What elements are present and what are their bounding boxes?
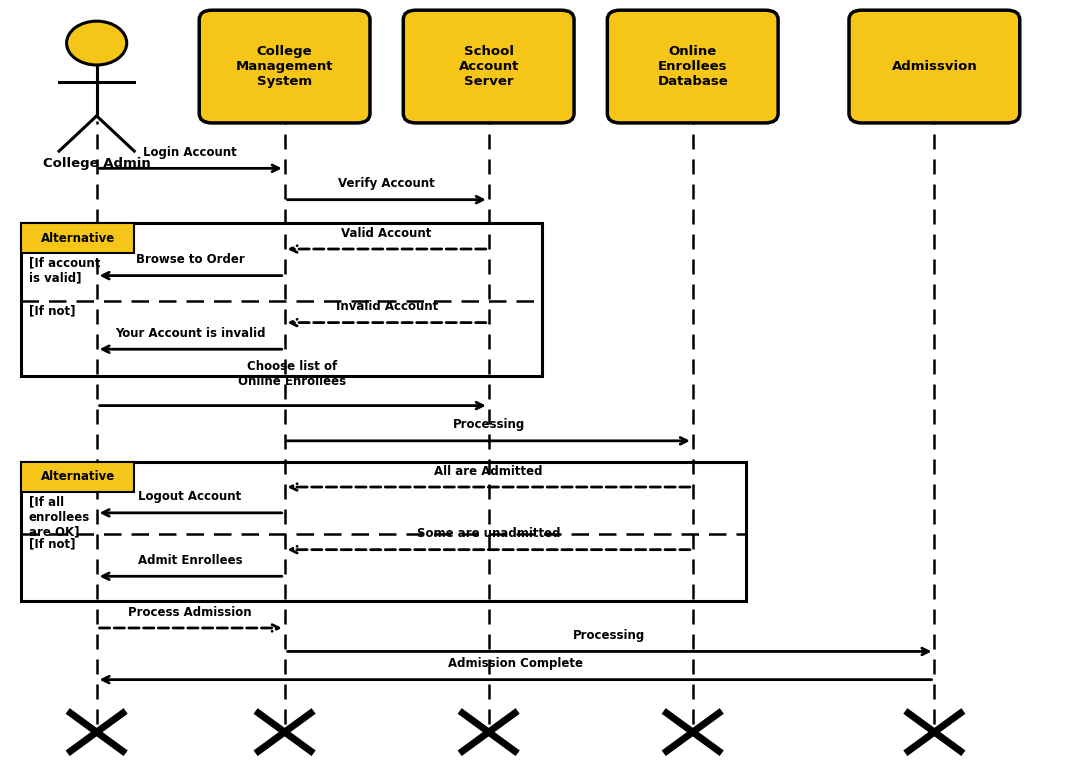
Text: Verify Account: Verify Account	[338, 177, 435, 190]
Text: [If not]: [If not]	[29, 305, 75, 318]
Text: [If all
enrollees
are OK]: [If all enrollees are OK]	[29, 496, 90, 539]
FancyBboxPatch shape	[404, 10, 574, 123]
FancyBboxPatch shape	[608, 10, 778, 123]
Text: Some are unadmitted: Some are unadmitted	[417, 527, 561, 540]
Text: Processing: Processing	[572, 629, 645, 642]
Text: Online
Enrollees
Database: Online Enrollees Database	[657, 45, 728, 88]
Text: Processing: Processing	[452, 418, 525, 431]
Text: [If account
is valid]: [If account is valid]	[29, 257, 100, 285]
Text: Alternative: Alternative	[41, 471, 115, 483]
Text: Login Account: Login Account	[143, 146, 237, 159]
Text: Choose list of
Online Enrollees: Choose list of Online Enrollees	[238, 360, 346, 388]
Text: Your Account is invalid: Your Account is invalid	[115, 327, 265, 340]
Bar	[21, 462, 134, 492]
Text: Admissvion: Admissvion	[891, 60, 977, 73]
Text: Browse to Order: Browse to Order	[135, 253, 245, 266]
Text: Process Admission: Process Admission	[128, 605, 252, 619]
Text: Logout Account: Logout Account	[139, 490, 242, 503]
Bar	[21, 462, 746, 601]
Text: College
Management
System: College Management System	[236, 45, 333, 88]
FancyBboxPatch shape	[848, 10, 1020, 123]
FancyBboxPatch shape	[200, 10, 369, 123]
Text: Admission Complete: Admission Complete	[448, 657, 583, 670]
Text: Alternative: Alternative	[41, 232, 115, 244]
Text: School
Account
Server: School Account Server	[459, 45, 519, 88]
Circle shape	[67, 21, 127, 65]
Text: Invalid Account: Invalid Account	[335, 300, 438, 313]
Text: All are Admitted: All are Admitted	[434, 464, 543, 478]
Text: Valid Account: Valid Account	[342, 226, 432, 240]
Text: College Admin: College Admin	[43, 157, 150, 170]
Text: [If not]: [If not]	[29, 538, 75, 551]
Bar	[21, 223, 542, 376]
Bar	[21, 223, 134, 253]
Text: Admit Enrollees: Admit Enrollees	[137, 554, 243, 567]
